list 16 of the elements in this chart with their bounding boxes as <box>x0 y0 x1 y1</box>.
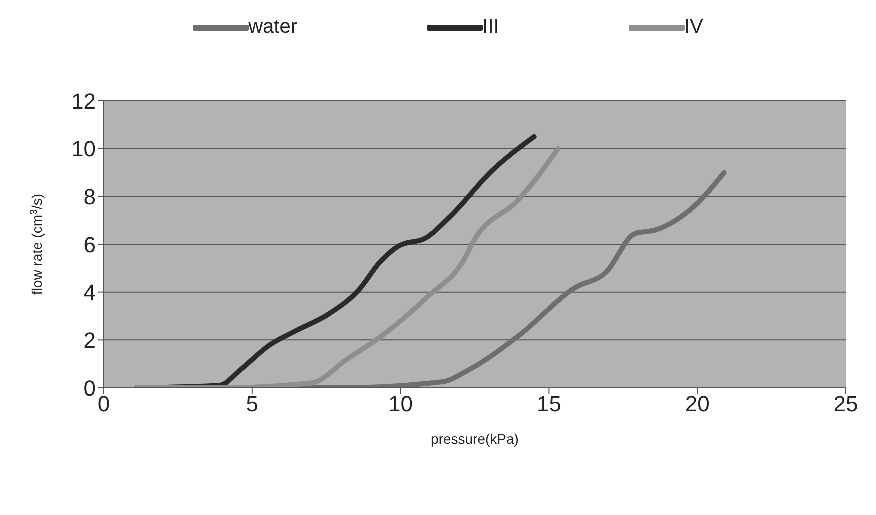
legend-label: water <box>248 16 298 39</box>
x-tick-label: 5 <box>246 392 259 417</box>
y-tick-label: 0 <box>84 376 96 401</box>
x-tick-label: 20 <box>685 392 710 417</box>
x-tick-label: 10 <box>388 392 414 417</box>
y-tick-label: 10 <box>72 136 96 162</box>
y-tick-label: 12 <box>72 88 96 114</box>
y-tick-label: 2 <box>84 328 96 353</box>
legend-label: III <box>482 16 500 39</box>
x-tick-label: 25 <box>834 392 858 417</box>
x-axis-title: pressure(kPa) <box>431 431 519 447</box>
x-tick-label: 15 <box>536 392 562 417</box>
y-tick-label: 4 <box>84 280 96 306</box>
y-tick-label: 6 <box>84 232 96 258</box>
y-tick-label: 8 <box>84 184 96 210</box>
legend-label: IV <box>684 16 704 39</box>
